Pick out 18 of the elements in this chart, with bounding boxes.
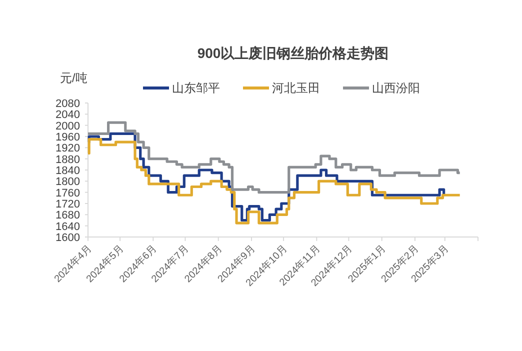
y-tick-label: 1640 bbox=[56, 220, 80, 233]
legend-label: 山西汾阳 bbox=[372, 81, 420, 95]
y-tick-label: 2000 bbox=[56, 120, 80, 132]
y-tick-label: 2080 bbox=[56, 98, 80, 110]
y-tick-label: 1960 bbox=[56, 132, 80, 144]
y-tick-label: 1600 bbox=[56, 232, 80, 244]
y-tick-label: 1760 bbox=[56, 187, 80, 200]
legend-label: 山东邹平 bbox=[172, 81, 220, 95]
title: 900以上废旧钢丝胎价格走势图 bbox=[197, 45, 389, 61]
y-tick-label: 1720 bbox=[56, 198, 80, 210]
y-tick-label: 1880 bbox=[56, 154, 80, 166]
y-tick-label: 2040 bbox=[56, 109, 80, 122]
ylabel: 元/吨 bbox=[60, 71, 88, 85]
y-tick-label: 1800 bbox=[56, 176, 80, 188]
y-tick-label: 1920 bbox=[56, 142, 80, 155]
y-tick-label: 1840 bbox=[56, 165, 80, 177]
y-tick-label: 1680 bbox=[56, 210, 80, 222]
legend-label: 河北玉田 bbox=[272, 81, 320, 95]
